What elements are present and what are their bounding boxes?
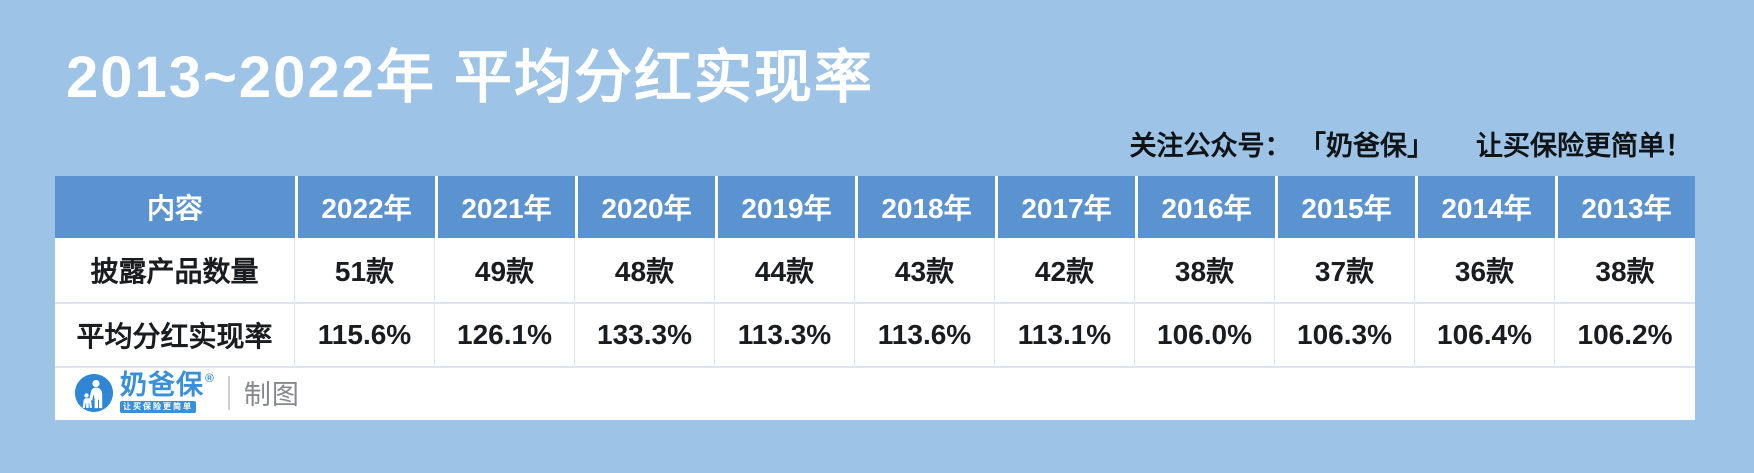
header-cell-year: 2020年 xyxy=(578,176,715,238)
table-cell: 49款 xyxy=(435,238,575,304)
table-cell: 115.6% xyxy=(295,304,435,368)
table-cell: 48款 xyxy=(575,238,715,304)
table-cell: 113.1% xyxy=(995,304,1135,368)
registered-mark: ® xyxy=(205,371,214,386)
table-cell: 106.0% xyxy=(1135,304,1275,368)
header-cell-year: 2013年 xyxy=(1558,176,1695,238)
data-table: 内容 2022年 2021年 2020年 2019年 2018年 2017年 2… xyxy=(55,176,1695,420)
naibabao-logo-icon xyxy=(75,373,113,412)
page-title: 2013~2022年 平均分红实现率 xyxy=(66,45,875,110)
header-cell-year: 2014年 xyxy=(1418,176,1555,238)
table-cell: 38款 xyxy=(1555,238,1695,304)
follow-account-text: 关注公众号： 「奶爸保」 xyxy=(1129,131,1434,161)
brand-block: 奶爸保 ® 让买保险更简单 xyxy=(120,372,214,413)
header-cell-year: 2021年 xyxy=(438,176,575,238)
social-note: 关注公众号： 「奶爸保」 让买保险更简单！ xyxy=(1129,124,1692,163)
header-cell-year: 2016年 xyxy=(1138,176,1275,238)
table-row-product-count: 披露产品数量 51款 49款 48款 44款 43款 42款 38款 37款 3… xyxy=(55,238,1695,304)
slogan-text: 让买保险更简单！ xyxy=(1476,131,1692,161)
header-cell-year: 2018年 xyxy=(858,176,995,238)
table-cell: 42款 xyxy=(995,238,1135,304)
header-cell-year: 2019年 xyxy=(718,176,855,238)
table-cell: 43款 xyxy=(855,238,995,304)
header-cell-year: 2017年 xyxy=(998,176,1135,238)
table-cell: 51款 xyxy=(295,238,435,304)
header-cell-content: 内容 xyxy=(55,176,295,238)
table-cell: 126.1% xyxy=(435,304,575,368)
brand-tagline: 让买保险更简单 xyxy=(120,401,196,413)
table-cell: 113.6% xyxy=(855,304,995,368)
table-footer: 奶爸保 ® 让买保险更简单 制图 xyxy=(55,368,1695,417)
table-cell: 38款 xyxy=(1135,238,1275,304)
table-cell: 133.3% xyxy=(575,304,715,368)
table-header-row: 内容 2022年 2021年 2020年 2019年 2018年 2017年 2… xyxy=(55,176,1695,238)
naibabao-logo: 奶爸保 ® 让买保险更简单 制图 xyxy=(75,372,300,413)
table-cell: 106.2% xyxy=(1555,304,1695,368)
row-label: 披露产品数量 xyxy=(55,238,295,304)
table-cell: 36款 xyxy=(1415,238,1555,304)
table-cell: 37款 xyxy=(1275,238,1415,304)
table-cell: 113.3% xyxy=(715,304,855,368)
table-cell: 106.4% xyxy=(1415,304,1555,368)
credit-label: 制图 xyxy=(243,380,300,410)
row-label: 平均分红实现率 xyxy=(55,304,295,368)
header-cell-year: 2022年 xyxy=(298,176,435,238)
table-row-fulfillment-rate: 平均分红实现率 115.6% 126.1% 133.3% 113.3% 113.… xyxy=(55,304,1695,368)
brand-name: 奶爸保 xyxy=(120,370,204,401)
table-cell: 44款 xyxy=(715,238,855,304)
vertical-divider xyxy=(227,375,230,410)
header-cell-year: 2015年 xyxy=(1278,176,1415,238)
table-cell: 106.3% xyxy=(1275,304,1415,368)
